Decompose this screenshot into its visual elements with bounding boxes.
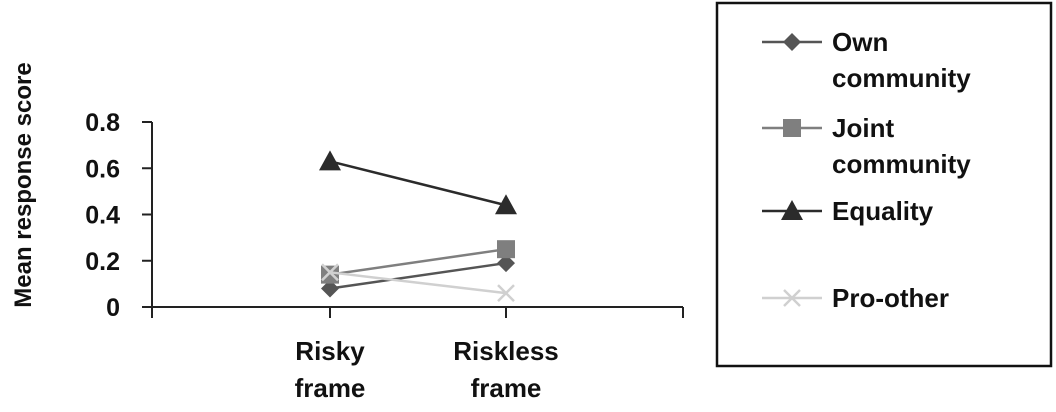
y-tick-label: 0.4 xyxy=(85,202,120,230)
x-marker-stroke xyxy=(783,289,801,307)
data-point xyxy=(497,284,515,303)
series-own-community xyxy=(321,254,515,298)
series-equality xyxy=(319,150,517,215)
legend: Own community Joint community Equality Pro-ot… xyxy=(715,1,1053,368)
data-point xyxy=(321,279,339,298)
series-joint-community xyxy=(321,240,515,284)
legend-entry: Joint community xyxy=(762,113,971,179)
legend-entry: Equality xyxy=(762,196,934,226)
y-tick-label: 0.6 xyxy=(85,155,120,183)
x-tick-label-line: frame xyxy=(295,373,366,403)
data-point xyxy=(321,263,339,282)
legend-label-line: Pro-other xyxy=(832,283,949,313)
y-tick-label: 0.8 xyxy=(85,109,120,137)
legend-label-line: Equality xyxy=(832,196,934,226)
legend-label: Equality xyxy=(832,196,934,226)
series-line xyxy=(329,271,507,295)
legend-label: Own community xyxy=(832,27,971,93)
y-axis-title: Mean response score xyxy=(10,62,37,307)
series-line xyxy=(329,247,507,276)
legend-label-line: Joint xyxy=(832,113,894,143)
axes: 0 0.2 0.4 0.6 0.8 Risky frame Riskless frame Mean… xyxy=(10,62,684,403)
x-marker-stroke xyxy=(497,284,515,303)
x-marker-stroke xyxy=(321,263,339,282)
legend-marker xyxy=(783,119,801,137)
legend-entry: Own community xyxy=(762,27,971,93)
x-tick-label-line: Riskless xyxy=(453,336,559,366)
series-layer xyxy=(319,150,517,303)
x-tick-label: Riskless frame xyxy=(453,336,559,403)
series-line xyxy=(329,261,507,290)
data-point xyxy=(495,194,517,215)
series-pro-other xyxy=(321,263,515,303)
legend-entry: Pro-other xyxy=(762,283,949,313)
legend-marker xyxy=(783,289,801,307)
data-point xyxy=(319,150,341,171)
legend-label: Joint community xyxy=(832,113,971,179)
y-tick-label: 0.2 xyxy=(85,248,120,276)
legend-box xyxy=(715,1,1053,368)
legend-label-line: community xyxy=(832,63,971,93)
legend-marker xyxy=(781,200,803,220)
x-tick-label-line: Risky xyxy=(295,336,365,366)
x-tick-label-line: frame xyxy=(471,373,542,403)
y-tick-label: 0 xyxy=(106,294,120,322)
x-tick-label: Risky frame xyxy=(295,336,366,403)
legend-label-line: community xyxy=(832,149,971,179)
legend-label-line: Own xyxy=(832,27,888,57)
series-line xyxy=(329,160,507,207)
data-point xyxy=(497,240,515,259)
legend-marker xyxy=(783,33,801,51)
data-point xyxy=(321,265,339,284)
data-point xyxy=(497,254,515,273)
legend-label: Pro-other xyxy=(832,283,949,313)
